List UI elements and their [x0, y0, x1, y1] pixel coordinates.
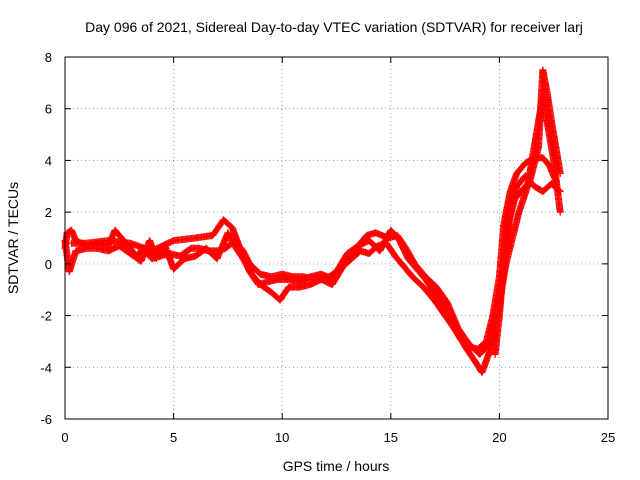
- x-tick-label: 20: [492, 430, 506, 445]
- y-tick-labels: -6 -4 -2 0 2 4 6 8: [40, 50, 52, 427]
- x-tick-labels: 0 5 10 15 20 25: [61, 430, 615, 445]
- x-tick-label: 0: [61, 430, 68, 445]
- y-tick-label: -2: [40, 309, 52, 324]
- x-tick-label: 10: [275, 430, 289, 445]
- y-tick-label: 0: [45, 257, 52, 272]
- grid: [65, 57, 608, 419]
- y-tick-label: 4: [45, 153, 52, 168]
- chart-title: Day 096 of 2021, Sidereal Day-to-day VTE…: [85, 19, 583, 35]
- x-axis-title: GPS time / hours: [283, 458, 390, 474]
- y-tick-label: -4: [40, 360, 52, 375]
- data-point: [556, 169, 564, 177]
- data-points: [61, 66, 564, 376]
- data-point: [556, 208, 564, 216]
- y-axis-title: SDTVAR / TECUs: [5, 182, 21, 294]
- plot-frame: [64, 56, 609, 420]
- y-tick-label: 6: [45, 102, 52, 117]
- x-tick-label: 25: [601, 430, 615, 445]
- y-tick-label: 2: [45, 205, 52, 220]
- x-tick-label: 5: [170, 430, 177, 445]
- x-tick-label: 15: [384, 430, 398, 445]
- axis-ticks: [64, 56, 609, 420]
- y-tick-label: -6: [40, 412, 52, 427]
- y-tick-label: 8: [45, 50, 52, 65]
